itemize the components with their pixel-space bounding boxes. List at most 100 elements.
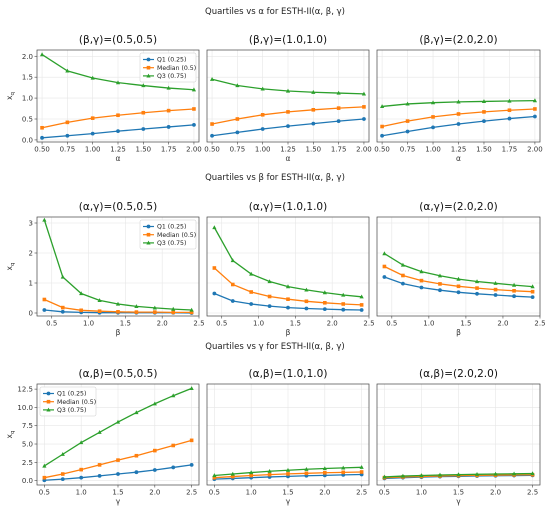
panel-2-1: (α,γ)=(0.5,0.5) 0.5 1.0 1.5 2.0 2.5 0 1 2 3 β xq Q1 …	[5, 201, 205, 337]
data-point	[419, 285, 424, 290]
legend: Q1 (0.25)Median (0.5)Q3 (0.75)	[139, 52, 197, 83]
x-tick-label: 1.50	[476, 146, 492, 154]
x-tick-label: 0.5	[386, 320, 397, 328]
x-tick-label: 1.75	[161, 146, 177, 154]
data-point	[511, 282, 517, 287]
data-point	[475, 286, 479, 290]
data-point	[65, 120, 70, 125]
data-point	[97, 473, 102, 478]
legend-label: Q1 (0.25)	[57, 391, 86, 398]
x-tick-label: 1.50	[136, 146, 152, 154]
data-point	[474, 279, 480, 284]
data-point	[286, 472, 290, 476]
data-point	[341, 465, 346, 470]
data-point	[481, 99, 487, 104]
data-point	[189, 310, 194, 315]
data-point	[42, 297, 47, 302]
data-point	[405, 129, 410, 134]
series-1	[42, 462, 194, 483]
data-point	[482, 119, 486, 123]
axes-frame	[206, 216, 370, 317]
x-tick-label: 0.75	[230, 146, 246, 154]
axes-frame	[36, 49, 200, 143]
panel-title: (β,γ)=(2.0,2.0)	[419, 34, 497, 46]
axes-frame	[36, 383, 200, 486]
data-point	[304, 466, 309, 471]
data-point	[359, 294, 364, 299]
data-point	[493, 471, 498, 476]
data-point	[210, 122, 214, 126]
data-point	[456, 290, 461, 295]
data-point	[42, 475, 47, 480]
data-point	[189, 307, 194, 312]
series-2	[40, 107, 196, 130]
panel-2-3: (α,γ)=(2.0,2.0) 0.5 1.0 1.5 2.0 2.5 β	[376, 201, 546, 337]
data-point	[60, 477, 65, 482]
data-point	[249, 271, 254, 276]
data-point	[79, 475, 84, 480]
x-tick-label: 1.5	[112, 489, 123, 497]
data-point	[171, 306, 176, 311]
data-point	[382, 474, 387, 479]
panel-3-1: (α,β)=(0.5,0.5) 0.5 1.0 1.5 2.0 2.5 0.0 2.5 5.0 7…	[5, 368, 200, 506]
y-tick-label: 0.0	[22, 477, 33, 485]
data-point	[286, 297, 290, 301]
panel-title: (β,γ)=(0.5,0.5)	[79, 34, 157, 46]
x-tick-label: 2.5	[186, 489, 197, 497]
data-point	[474, 472, 480, 476]
data-point	[79, 291, 84, 296]
axes-frame	[206, 383, 370, 486]
y-tick-label: 2	[29, 250, 33, 258]
data-point	[115, 301, 121, 306]
series-1	[380, 114, 537, 138]
data-point	[341, 470, 346, 475]
x-tick-label: 0.75	[400, 146, 416, 154]
data-point	[212, 225, 217, 230]
x-tick-label: 0.5	[379, 489, 390, 497]
x-axis-label: β	[456, 328, 461, 337]
data-point	[116, 129, 120, 134]
data-point	[230, 299, 235, 303]
x-tick-label: 2.5	[363, 320, 374, 328]
legend-label: Median (0.5)	[157, 232, 196, 239]
axes-frame	[206, 49, 370, 143]
x-tick-label: 1.00	[425, 146, 441, 154]
data-point	[362, 105, 366, 109]
data-point	[311, 108, 316, 112]
data-point	[533, 114, 537, 119]
data-point	[42, 217, 47, 222]
data-point	[97, 309, 102, 313]
data-point	[323, 301, 327, 305]
series-2	[212, 470, 364, 480]
y-tick-label: 5.0	[22, 441, 33, 449]
data-point	[40, 135, 44, 140]
data-point	[336, 119, 341, 123]
panel-title: (β,γ)=(1.0,1.0)	[249, 34, 327, 46]
panel-2-2: (α,γ)=(1.0,1.0) 0.5 1.0 1.5 2.0 2.5 β	[206, 201, 375, 337]
panel-title: (α,γ)=(1.0,1.0)	[249, 201, 327, 213]
series-1	[40, 122, 196, 140]
data-point	[322, 466, 327, 471]
data-point	[267, 294, 272, 299]
data-point	[362, 117, 366, 121]
data-point	[166, 108, 171, 113]
data-point	[212, 475, 217, 480]
axes-frame	[376, 216, 541, 317]
data-point	[336, 90, 341, 95]
data-point	[507, 98, 512, 103]
data-point	[134, 470, 139, 475]
data-point	[511, 471, 517, 476]
legend-marker	[46, 399, 51, 404]
data-point	[304, 299, 309, 304]
data-point	[361, 91, 367, 96]
data-point	[322, 290, 327, 295]
data-point	[60, 274, 65, 279]
data-point	[79, 308, 83, 313]
y-tick-label: 0.5	[22, 116, 33, 124]
data-point	[249, 473, 253, 478]
series-1	[382, 275, 535, 299]
y-tick-label: 2.0	[22, 53, 33, 61]
data-point	[115, 80, 121, 85]
x-tick-label: 2.0	[319, 489, 330, 497]
